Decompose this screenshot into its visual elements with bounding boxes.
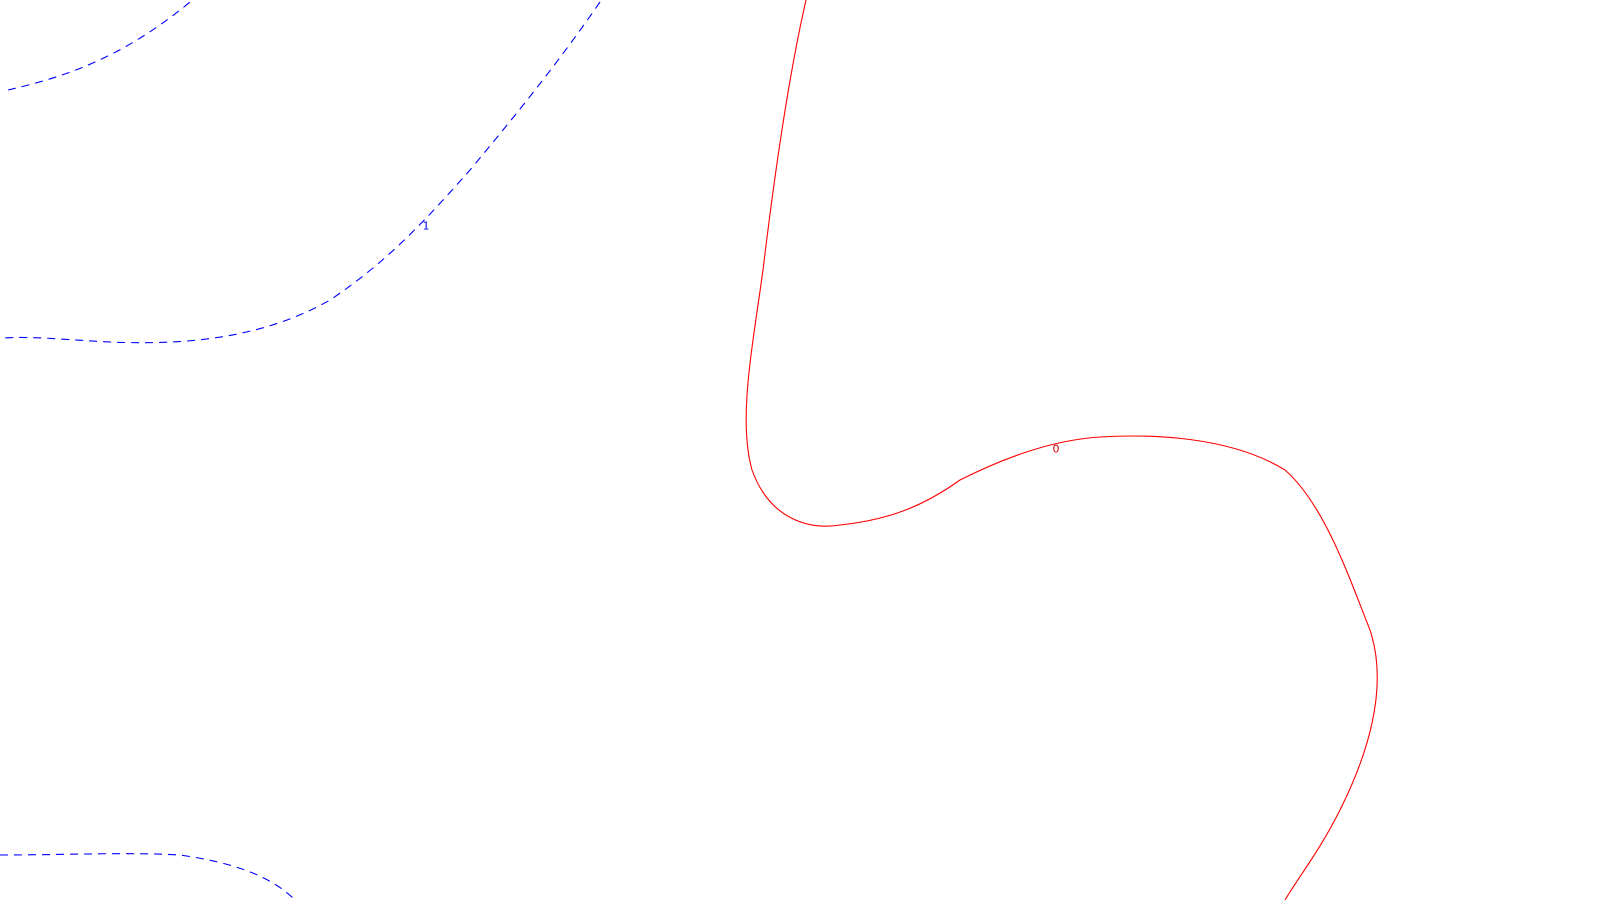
contour-label-level-1: 1	[423, 220, 430, 233]
contour-line-level-1	[0, 853, 296, 900]
contour-line-level-1	[3, 1, 601, 344]
contour-label-level-0: 0	[1053, 443, 1060, 456]
contour-line-level-0	[745, 0, 1378, 900]
